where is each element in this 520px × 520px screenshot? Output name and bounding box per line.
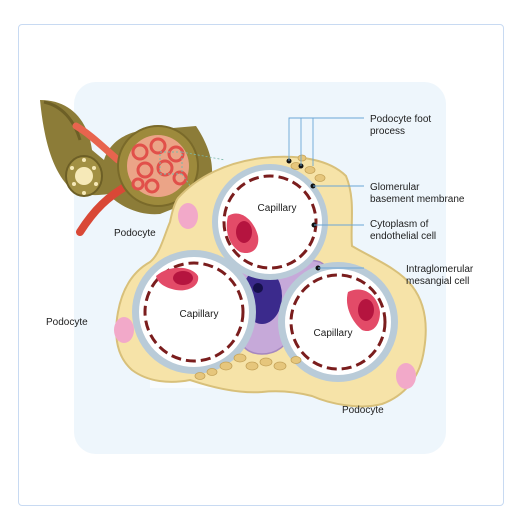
- dashed-border-left: [143, 261, 245, 363]
- tubule-band: [43, 100, 82, 141]
- label-podocyte-upper: Podocyte: [114, 228, 156, 239]
- label-capillary-top: Capillary: [257, 203, 297, 214]
- label-capillary-left: Capillary: [179, 309, 219, 320]
- tubule-cells: [70, 158, 98, 195]
- label-glomerular-basement-membrane: Glomerular basement membrane: [370, 182, 465, 205]
- zoom-line-1: [181, 151, 226, 161]
- label-capillary-right: Capillary: [313, 328, 353, 339]
- endothelial-nucleus-left: [173, 271, 193, 285]
- endothelial-nucleus-top: [236, 221, 252, 243]
- capillary-loops: [131, 137, 188, 194]
- label-podocyte-foot-process: Podocyte foot process: [370, 114, 432, 137]
- tubule-lumen: [75, 167, 93, 185]
- foot-processes: [194, 154, 326, 380]
- podocyte-nucleus-bottom: [396, 363, 416, 389]
- mesangial-nucleolus: [253, 283, 263, 293]
- label-cytoplasm-endothelial-cell: Cytoplasm of endothelial cell: [370, 219, 437, 242]
- label-podocyte-left: Podocyte: [46, 317, 88, 328]
- dashed-border-top: [222, 174, 318, 270]
- label-podocyte-bottom: Podocyte: [342, 405, 384, 416]
- podocyte-nucleus-upper: [178, 203, 198, 229]
- dashed-border-right: [289, 273, 387, 371]
- renal-corpuscle-inset: [40, 100, 226, 236]
- podocyte-nucleus-left: [114, 317, 134, 343]
- afferent-arteriole: [72, 122, 122, 164]
- leader-lines: [288, 117, 364, 269]
- capillary-left: [132, 250, 256, 374]
- zoom-box: [159, 151, 183, 175]
- label-intraglomerular-mesangial-cell: Intraglomerular mesangial cell: [406, 264, 474, 287]
- capillary-right: [278, 262, 398, 382]
- capillary-top: [212, 164, 328, 280]
- endothelial-nucleus-right: [358, 299, 374, 321]
